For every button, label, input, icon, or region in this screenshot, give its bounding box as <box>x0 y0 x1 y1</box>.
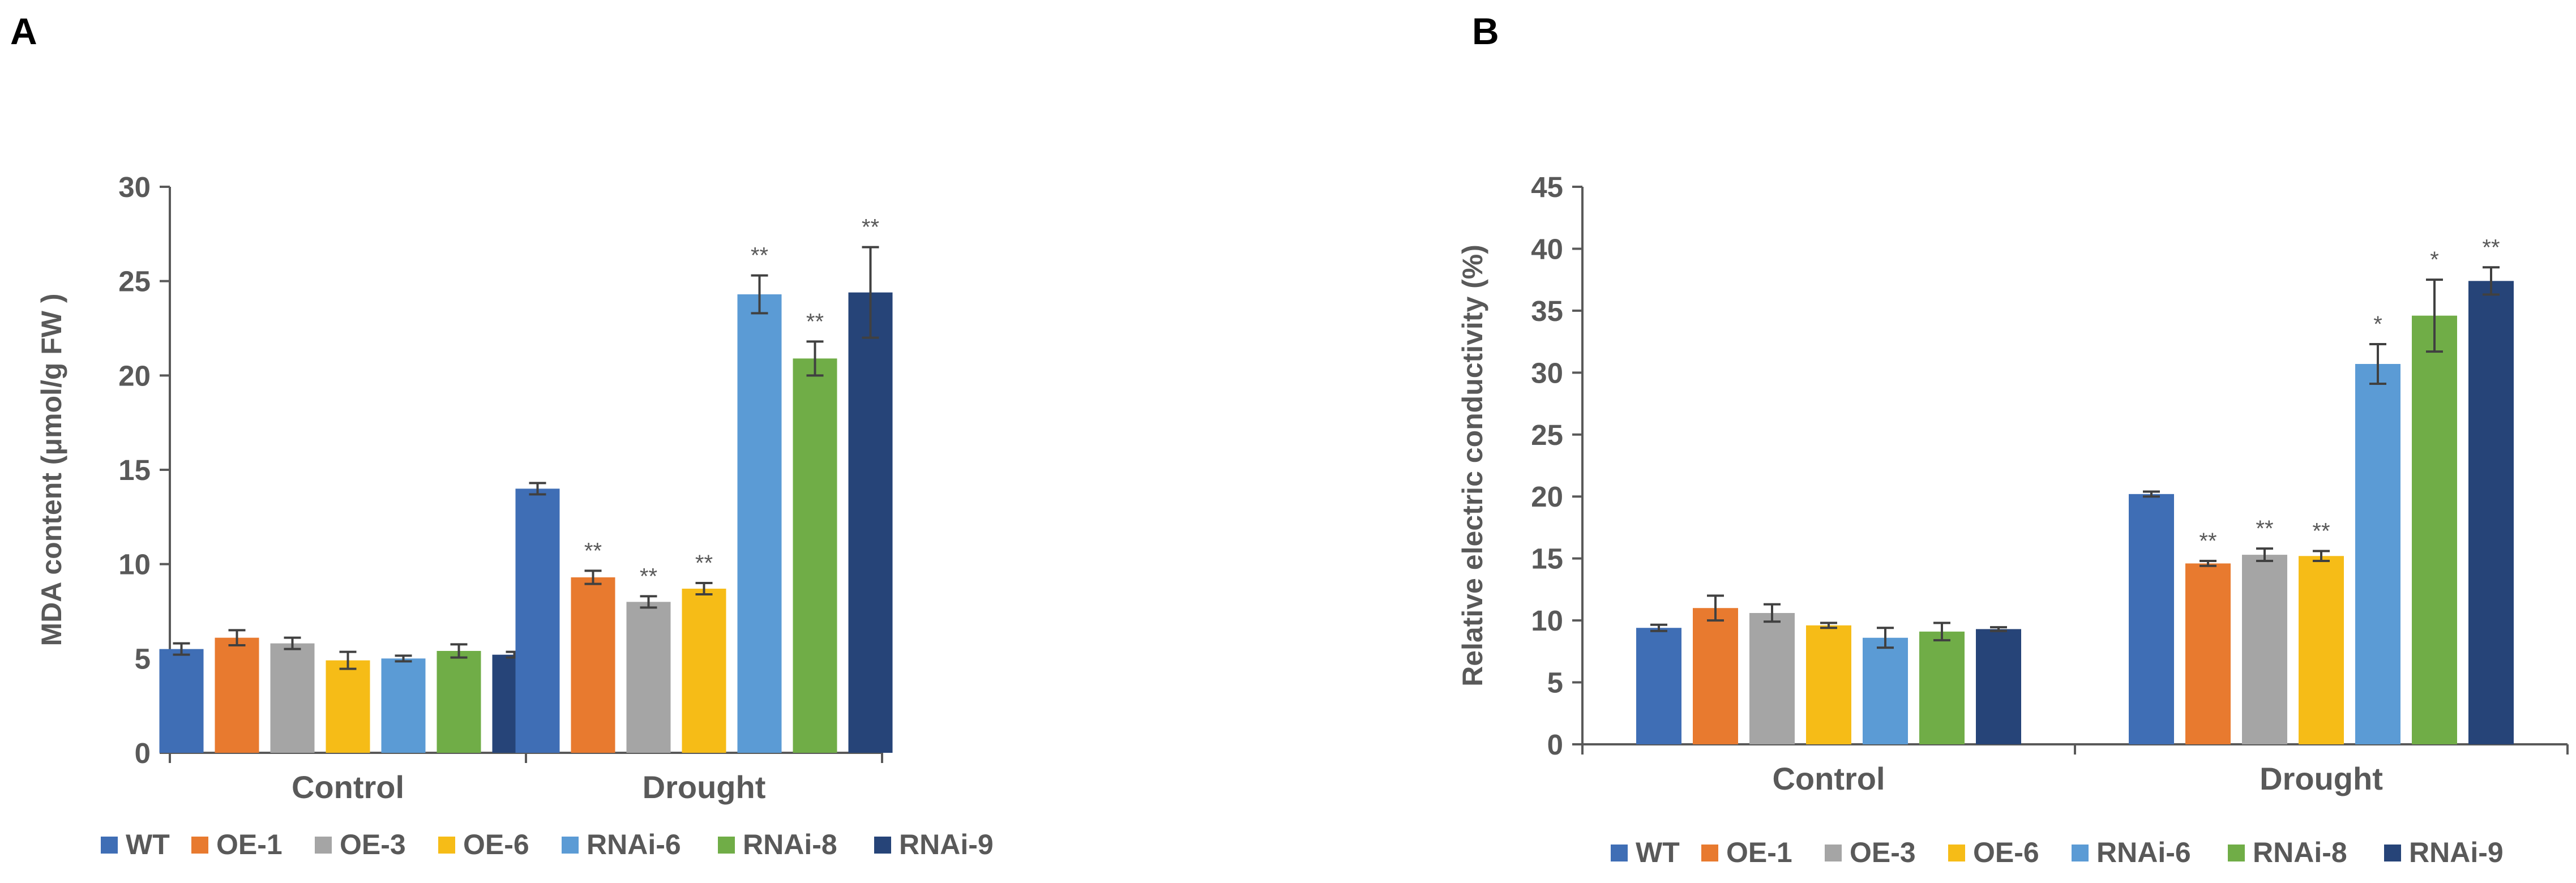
bar-oe-3-drought <box>2242 555 2287 744</box>
legend-swatch-oe-6 <box>438 837 455 854</box>
significance-label: ** <box>862 215 879 240</box>
legend-label: WT <box>126 829 170 860</box>
bar-rnai-6-drought <box>737 294 782 753</box>
legend-label: OE-3 <box>1850 837 1916 868</box>
y-tick-label: 25 <box>1531 419 1563 451</box>
y-tick-label: 25 <box>118 265 151 298</box>
significance-label: ** <box>640 564 657 589</box>
y-tick-label: 20 <box>118 359 151 392</box>
y-tick-label: 15 <box>118 454 151 486</box>
significance-label: * <box>2430 247 2439 272</box>
bar-wt-drought <box>515 488 560 753</box>
legend-label: OE-1 <box>216 829 283 860</box>
bar-wt-control <box>1636 628 1681 744</box>
bar-oe-1-drought <box>2185 563 2231 744</box>
bar-oe-6-control <box>326 660 370 753</box>
x-category-label: Control <box>292 769 404 805</box>
bar-rnai-8-drought <box>793 358 837 753</box>
legend-label: RNAi-6 <box>587 829 681 860</box>
y-tick-label: 10 <box>118 548 151 581</box>
bar-rnai-6-control <box>381 658 426 753</box>
x-category-label: Control <box>1772 761 1885 796</box>
bar-rnai-6-drought <box>2355 364 2400 744</box>
y-tick-label: 15 <box>1531 543 1563 575</box>
bar-rnai-9-drought <box>848 292 893 753</box>
legend-label: RNAi-9 <box>899 829 994 860</box>
x-category-label: Drought <box>643 769 766 805</box>
legend-label: RNAi-6 <box>2096 837 2191 868</box>
significance-label: ** <box>806 309 824 334</box>
legend-label: RNAi-8 <box>743 829 837 860</box>
y-tick-label: 0 <box>135 737 151 769</box>
significance-label: ** <box>2482 235 2500 260</box>
bar-rnai-8-control <box>1919 631 1965 744</box>
legend-swatch-oe-1 <box>191 837 208 854</box>
y-axis-title: MDA content (μmol/g FW ) <box>36 293 67 646</box>
legend-swatch-rnai-9 <box>2384 845 2401 861</box>
bar-oe-6-drought <box>682 589 726 753</box>
y-tick-label: 10 <box>1531 605 1563 637</box>
bar-oe-1-control <box>215 637 259 753</box>
legend-swatch-rnai-8 <box>718 837 735 854</box>
y-tick-label: 45 <box>1531 171 1563 203</box>
y-tick-label: 35 <box>1531 295 1563 327</box>
bar-wt-control <box>159 649 204 753</box>
bar-oe-6-control <box>1806 625 1851 744</box>
bar-rnai-9-drought <box>2468 281 2514 744</box>
legend-swatch-oe-1 <box>1701 845 1718 861</box>
legend-label: OE-6 <box>1973 837 2039 868</box>
legend-swatch-rnai-6 <box>2072 845 2089 861</box>
y-tick-label: 0 <box>1547 728 1563 761</box>
panel-label-a: A <box>10 10 37 52</box>
legend-label: WT <box>1636 837 1680 868</box>
significance-label: ** <box>584 538 602 563</box>
bar-oe-3-control <box>270 643 315 753</box>
legend-swatch-oe-6 <box>1948 845 1965 861</box>
bar-rnai-8-control <box>437 651 481 753</box>
legend-swatch-wt <box>101 837 118 854</box>
bar-oe-3-control <box>1749 612 1795 744</box>
significance-label: ** <box>2199 529 2216 554</box>
legend-swatch-wt <box>1611 845 1628 861</box>
y-tick-label: 5 <box>1547 667 1563 699</box>
bar-rnai-9-control <box>1976 629 2021 744</box>
legend-swatch-rnai-6 <box>562 837 579 854</box>
legend-swatch-rnai-8 <box>2228 845 2245 861</box>
legend-swatch-oe-3 <box>315 837 332 854</box>
bar-oe-3-drought <box>626 602 671 753</box>
x-category-label: Drought <box>2260 761 2383 796</box>
y-tick-label: 30 <box>118 171 151 203</box>
significance-label: ** <box>2312 519 2330 544</box>
y-tick-label: 30 <box>1531 357 1563 389</box>
bar-oe-1-drought <box>571 577 615 753</box>
y-tick-label: 20 <box>1531 481 1563 513</box>
significance-label: ** <box>695 551 713 576</box>
legend-label: RNAi-8 <box>2253 837 2347 868</box>
significance-label: * <box>2373 312 2382 337</box>
bar-wt-drought <box>2129 494 2174 744</box>
legend-label: OE-6 <box>463 829 529 860</box>
significance-label: ** <box>2256 516 2273 541</box>
legend-swatch-rnai-9 <box>874 837 891 854</box>
legend-swatch-oe-3 <box>1825 845 1842 861</box>
bar-oe-1-control <box>1693 608 1738 744</box>
legend-label: RNAi-9 <box>2409 837 2504 868</box>
bar-oe-6-drought <box>2299 556 2344 744</box>
y-axis-title: Relative electric conductivity (%) <box>1457 245 1488 687</box>
legend-label: OE-1 <box>1726 837 1792 868</box>
bar-rnai-8-drought <box>2412 315 2457 744</box>
bar-rnai-6-control <box>1863 637 1908 744</box>
y-tick-label: 5 <box>135 642 151 675</box>
significance-label: ** <box>751 243 768 268</box>
panel-label-b: B <box>1472 10 1499 52</box>
chart-relative-electric-conductivity: 0 5 10 15 20 25 30 35 40 45 Relative electric cond… <box>1457 171 2569 868</box>
chart-mda-content: 0 5 10 15 20 25 30 MDA content (μmol/g FW ) Cont… <box>36 171 994 860</box>
legend-label: OE-3 <box>340 829 406 860</box>
y-tick-label: 40 <box>1531 233 1563 265</box>
